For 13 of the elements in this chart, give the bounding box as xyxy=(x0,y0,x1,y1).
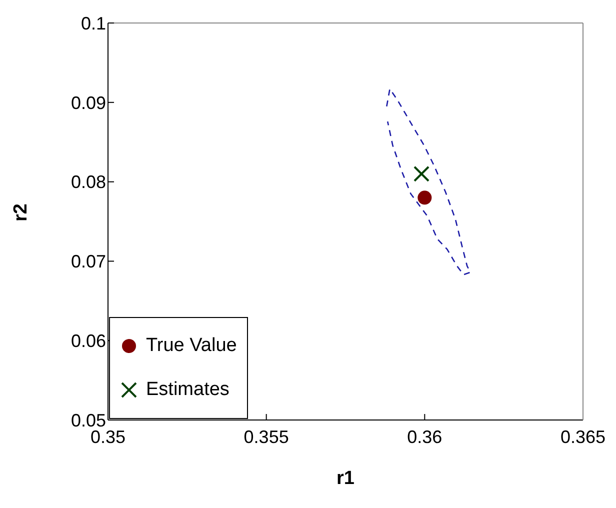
x-tick-label: 0.36 xyxy=(407,426,442,447)
y-tick-label: 0.06 xyxy=(70,330,106,351)
y-tick-label: 0.09 xyxy=(70,92,106,113)
legend-label: True Value xyxy=(146,335,237,357)
line-series xyxy=(386,88,471,276)
y-tick-label: 0.07 xyxy=(70,252,106,272)
x-tick-label: 0.355 xyxy=(244,426,289,447)
y-tick-label: 0.1 xyxy=(80,13,106,34)
x-axis-title: r1 xyxy=(336,468,355,489)
y-tick-label: 0.08 xyxy=(70,172,106,192)
x-tick-label: 0.365 xyxy=(560,426,606,447)
legend-label: Estimates xyxy=(146,379,230,401)
y-axis-title: r2 xyxy=(10,204,32,222)
